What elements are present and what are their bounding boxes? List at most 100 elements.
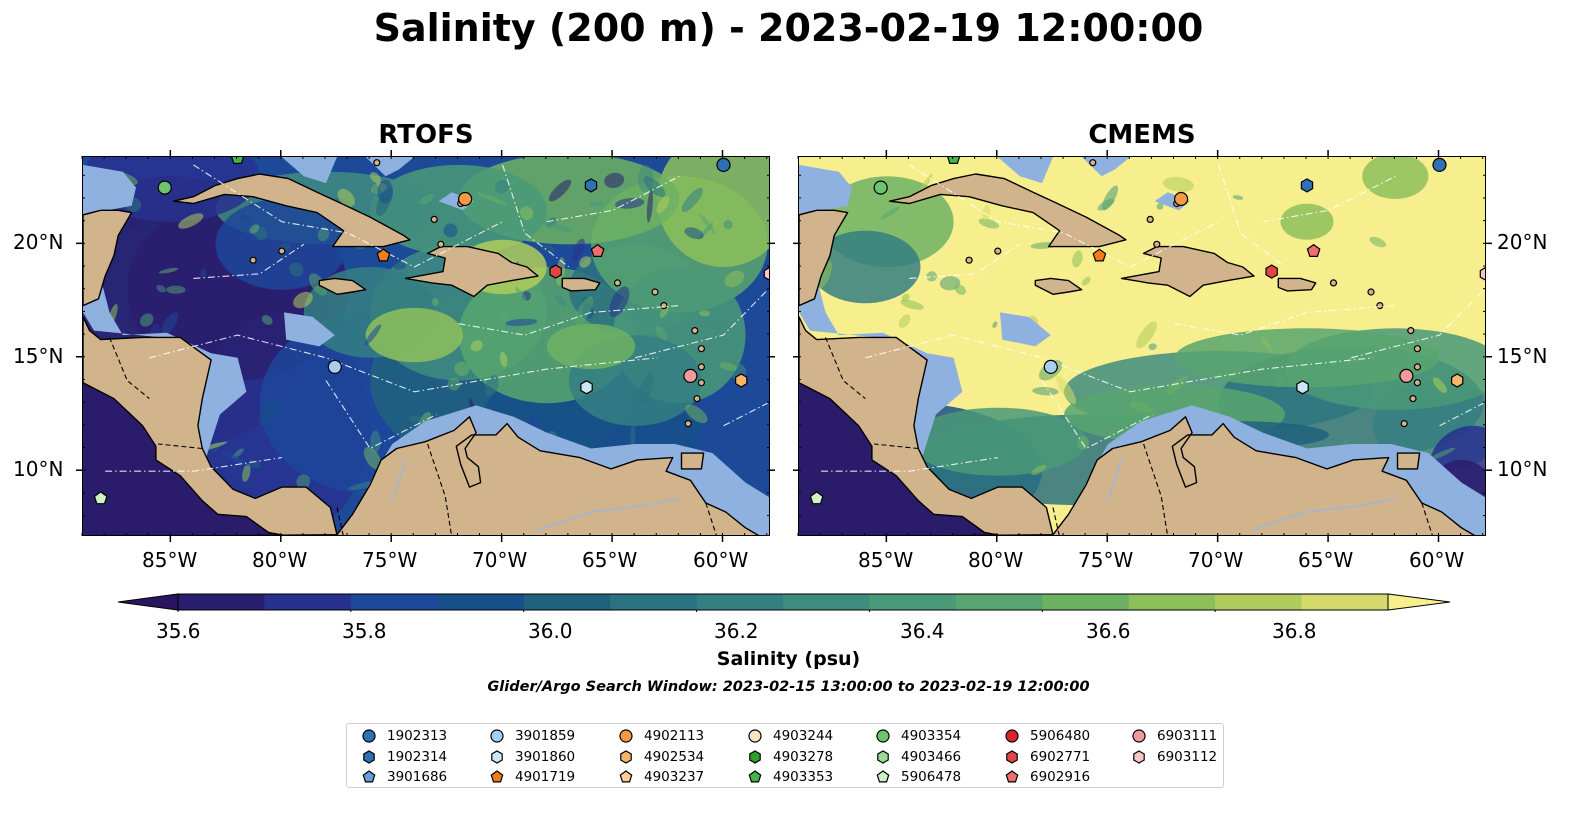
salinity-eddy (708, 320, 731, 330)
small-island (994, 247, 1002, 255)
salinity-eddy (1275, 376, 1286, 388)
legend-marker-hexagon-icon (620, 749, 632, 764)
river (391, 459, 407, 501)
legend-marker-1902314 (363, 749, 375, 764)
salinity-eddy (220, 450, 249, 466)
small-island (1413, 363, 1422, 371)
legend-item-1902314: 1902314 (361, 748, 447, 766)
shelf-area (799, 255, 963, 472)
salinity-eddy (836, 268, 857, 281)
legend-marker-4903278 (749, 749, 761, 764)
salinity-eddy (1077, 436, 1090, 450)
figure-title: Salinity (200 m) - 2023-02-19 12:00:00 (373, 6, 1204, 50)
land-jamaica (318, 277, 367, 296)
xtick-rtofs-65w: 65°W (582, 548, 638, 572)
land-centralAmerica (799, 316, 1054, 535)
small-island (1146, 215, 1154, 224)
salinity-blob (546, 323, 636, 370)
float-6902771 (1265, 264, 1278, 279)
colorbar-segment (350, 594, 438, 610)
legend-item-6903111: 6903111 (1131, 727, 1217, 745)
legend-item-4903353: 4903353 (747, 768, 833, 786)
legend-marker-6903112 (1133, 749, 1145, 764)
ytick-right-20n: 20°N (1497, 230, 1548, 254)
salinity-eddy (408, 415, 421, 423)
colorbar-segment (1301, 594, 1389, 610)
salinity-eddy (261, 315, 273, 325)
salinity-eddy (540, 244, 555, 253)
salinity-eddy (978, 218, 1000, 229)
pacific-low-salinity (799, 382, 999, 535)
shelf-area (83, 255, 247, 472)
legend-label: 6902916 (1030, 769, 1091, 785)
small-island (697, 379, 706, 387)
cb-tick-36-8: 36.8 (1272, 619, 1317, 643)
legend-item-3901860: 3901860 (489, 748, 575, 766)
salinity-eddy (419, 193, 434, 205)
salinity-eddy (880, 206, 900, 220)
xtick-rtofs-60w: 60°W (693, 548, 749, 572)
float-4902113 (458, 191, 473, 207)
salinity-blob (365, 307, 463, 363)
legend-item-4902113: 4902113 (618, 727, 704, 745)
salinity-eddy (470, 340, 483, 352)
float-6903111 (683, 368, 698, 383)
shelf-area (997, 157, 1053, 184)
salinity-eddy (571, 238, 585, 261)
salinity-eddy (1102, 185, 1119, 211)
salinity-eddy (364, 324, 382, 346)
salinity-eddy (1148, 343, 1157, 351)
salinity-eddy (646, 189, 653, 223)
salinity-eddy (498, 309, 508, 333)
xtick-cmems-85w: 85°W (858, 548, 914, 572)
salinity-eddy (485, 375, 499, 397)
xtick-rtofs-80w: 80°W (252, 548, 308, 572)
eez-boundary (193, 164, 503, 268)
legend-marker-1902313 (362, 729, 376, 743)
salinity-eddy (322, 435, 341, 449)
colorbar-segment (523, 594, 611, 610)
cb-tick-36-2: 36.2 (714, 619, 759, 643)
float-1902313 (716, 157, 731, 173)
panel-title-cmems: CMEMS (1088, 120, 1196, 150)
small-island (693, 395, 701, 403)
salinity-eddy (156, 284, 167, 293)
ytick-right-15n: 15°N (1497, 344, 1548, 368)
search-window-text: Glider/Argo Search Window: 2023-02-15 13… (487, 679, 1090, 695)
small-island (1089, 159, 1097, 167)
country-border (824, 337, 866, 400)
salinity-eddy (238, 214, 253, 223)
salinity-eddy (443, 223, 458, 238)
legend-marker-4903354 (876, 729, 890, 743)
float-5906478 (809, 491, 824, 505)
legend-marker-circle-icon (619, 729, 633, 743)
small-island (613, 279, 622, 287)
float-3901859 (1043, 359, 1058, 374)
legend-marker-5906480 (1005, 729, 1019, 743)
eez-boundary (909, 243, 1021, 279)
salinity-eddy (698, 212, 716, 235)
eez-boundary (325, 380, 437, 450)
legend-marker-4903466 (877, 749, 889, 764)
eez-boundary (1262, 175, 1396, 223)
salinity-eddy (992, 321, 998, 328)
legend-label: 4903354 (901, 728, 962, 744)
float-1902314 (584, 178, 598, 193)
salinity-blob (1362, 157, 1429, 199)
small-island (1413, 345, 1422, 353)
salinity-blob (1174, 328, 1440, 388)
salinity-eddy (1162, 176, 1194, 192)
land-centralAmerica (83, 316, 338, 535)
legend-label: 4901719 (515, 769, 576, 785)
legend-marker-hexagon-icon (877, 749, 889, 764)
float-3901859 (327, 359, 342, 374)
land-yucatan (799, 209, 849, 307)
legend-label: 4903244 (773, 728, 834, 744)
eez-boundary (635, 289, 769, 359)
country-border (1143, 443, 1169, 535)
legend-label: 4903353 (773, 769, 834, 785)
legend-label: 4903237 (644, 769, 705, 785)
salinity-eddy (1232, 195, 1244, 200)
colorbar-segment (1128, 594, 1216, 610)
float-1902313 (1432, 157, 1447, 173)
